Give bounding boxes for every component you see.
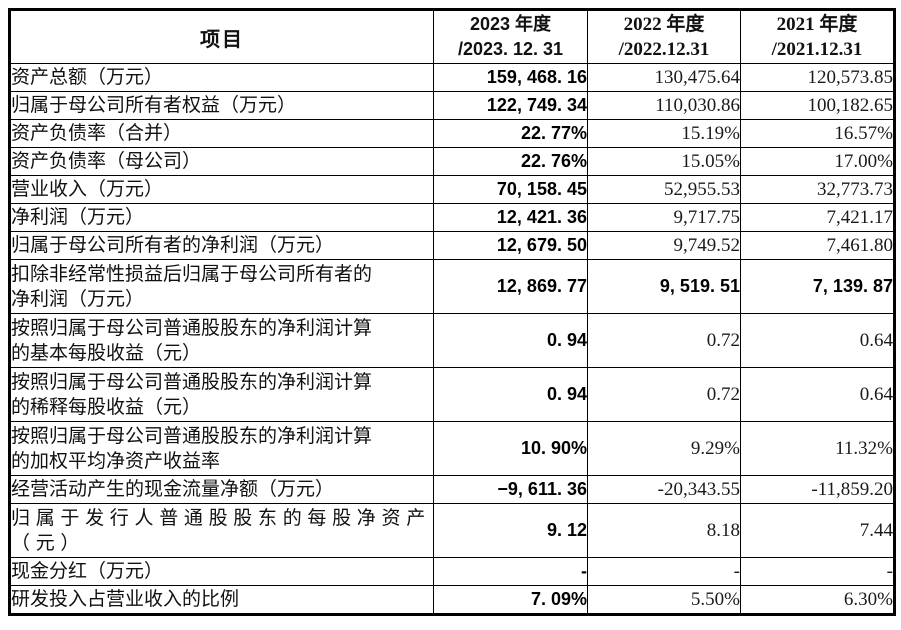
value-2022: 5.50% xyxy=(587,585,741,615)
value-2021: 120,573.85 xyxy=(740,63,895,92)
table-row: 按照归属于母公司普通股股东的净利润计算 的加权平均净资产收益率 10. 90% 9.… xyxy=(9,421,895,476)
table-row: 归属于母公司所有者权益（万元） 122, 749. 34 110,030.86 100… xyxy=(9,91,895,120)
table-row: 按照归属于母公司普通股股东的净利润计算 的稀释每股收益（元） 0. 94 0.72 0… xyxy=(9,367,895,422)
value-2021: 16.57% xyxy=(740,119,895,148)
value-2022: 130,475.64 xyxy=(587,63,741,92)
value-2022: 0.72 xyxy=(587,313,741,368)
value-2021: 7,421.17 xyxy=(740,203,895,232)
value-2023: 12, 679. 50 xyxy=(433,231,588,260)
value-2022: 9.29% xyxy=(587,421,741,476)
row-label: 按照归属于母公司普通股股东的净利润计算 的加权平均净资产收益率 xyxy=(9,421,434,476)
value-2023: - xyxy=(433,557,588,586)
table-header-row: 项目 2023 年度 /2023. 12. 31 2022 年度 /2022.1… xyxy=(9,9,895,64)
table-row: 按照归属于母公司普通股股东的净利润计算 的基本每股收益（元） 0. 94 0.72 0… xyxy=(9,313,895,368)
header-cell-2021: 2021 年度 /2021.12.31 xyxy=(740,9,895,64)
value-2023: −9, 611. 36 xyxy=(433,475,588,504)
value-2022: 8.18 xyxy=(587,503,741,558)
value-2021: 11.32% xyxy=(740,421,895,476)
row-label: 营业收入（万元） xyxy=(9,175,434,204)
table-row: 归属于发行人普通股股东的每股净资产 （元） 9. 12 8.18 7.44 xyxy=(9,503,895,558)
financial-summary-table: 项目 2023 年度 /2023. 12. 31 2022 年度 /2022.1… xyxy=(8,8,896,616)
value-2023: 12, 869. 77 xyxy=(433,259,588,314)
value-2021: -11,859.20 xyxy=(740,475,895,504)
value-2023: 22. 77% xyxy=(433,119,588,148)
value-2022: 110,030.86 xyxy=(587,91,741,120)
row-label: 经营活动产生的现金流量净额（万元） xyxy=(9,475,434,504)
value-2022: 0.72 xyxy=(587,367,741,422)
value-2022: 9, 519. 51 xyxy=(587,259,741,314)
header-cell-2022: 2022 年度 /2022.12.31 xyxy=(587,9,741,64)
row-label: 现金分红（万元） xyxy=(9,557,434,586)
value-2021: - xyxy=(740,557,895,586)
value-2023: 9. 12 xyxy=(433,503,588,558)
value-2022: 52,955.53 xyxy=(587,175,741,204)
value-2022: - xyxy=(587,557,741,586)
header-cell-item: 项目 xyxy=(9,9,434,64)
value-2023: 10. 90% xyxy=(433,421,588,476)
table-row: 营业收入（万元） 70, 158. 45 52,955.53 32,773.73 xyxy=(9,175,895,204)
row-label: 资产负债率（母公司） xyxy=(9,147,434,176)
table-row: 资产总额（万元） 159, 468. 16 130,475.64 120,573.85 xyxy=(9,63,895,92)
value-2023: 0. 94 xyxy=(433,367,588,422)
value-2023: 22. 76% xyxy=(433,147,588,176)
table-row: 经营活动产生的现金流量净额（万元） −9, 611. 36 -20,343.55 -1… xyxy=(9,475,895,504)
row-label: 按照归属于母公司普通股股东的净利润计算 的基本每股收益（元） xyxy=(9,313,434,368)
value-2022: 9,749.52 xyxy=(587,231,741,260)
table-row: 资产负债率（合并） 22. 77% 15.19% 16.57% xyxy=(9,119,895,148)
table-row: 归属于母公司所有者的净利润（万元） 12, 679. 50 9,749.52 7,46… xyxy=(9,231,895,260)
header-cell-2023: 2023 年度 /2023. 12. 31 xyxy=(433,9,588,64)
value-2021: 7, 139. 87 xyxy=(740,259,895,314)
value-2022: 15.05% xyxy=(587,147,741,176)
value-2023: 0. 94 xyxy=(433,313,588,368)
table-row: 资产负债率（母公司） 22. 76% 15.05% 17.00% xyxy=(9,147,895,176)
value-2021: 0.64 xyxy=(740,313,895,368)
value-2021: 32,773.73 xyxy=(740,175,895,204)
value-2021: 7.44 xyxy=(740,503,895,558)
value-2023: 122, 749. 34 xyxy=(433,91,588,120)
table-row: 现金分红（万元） - - - xyxy=(9,557,895,586)
value-2023: 70, 158. 45 xyxy=(433,175,588,204)
value-2023: 12, 421. 36 xyxy=(433,203,588,232)
value-2023: 7. 09% xyxy=(433,585,588,615)
value-2021: 0.64 xyxy=(740,367,895,422)
row-label: 净利润（万元） xyxy=(9,203,434,232)
row-label: 研发投入占营业收入的比例 xyxy=(9,585,434,615)
value-2021: 7,461.80 xyxy=(740,231,895,260)
value-2023: 159, 468. 16 xyxy=(433,63,588,92)
row-label: 资产总额（万元） xyxy=(9,63,434,92)
row-label: 资产负债率（合并） xyxy=(9,119,434,148)
table-row: 扣除非经常性损益后归属于母公司所有者的 净利润（万元） 12, 869. 77 9,… xyxy=(9,259,895,314)
row-label: 按照归属于母公司普通股股东的净利润计算 的稀释每股收益（元） xyxy=(9,367,434,422)
row-label: 归属于发行人普通股股东的每股净资产 （元） xyxy=(9,503,434,558)
row-label: 扣除非经常性损益后归属于母公司所有者的 净利润（万元） xyxy=(9,259,434,314)
row-label: 归属于母公司所有者的净利润（万元） xyxy=(9,231,434,260)
value-2021: 17.00% xyxy=(740,147,895,176)
value-2022: 9,717.75 xyxy=(587,203,741,232)
value-2021: 100,182.65 xyxy=(740,91,895,120)
value-2021: 6.30% xyxy=(740,585,895,615)
value-2022: 15.19% xyxy=(587,119,741,148)
value-2022: -20,343.55 xyxy=(587,475,741,504)
table-row: 研发投入占营业收入的比例 7. 09% 5.50% 6.30% xyxy=(9,585,895,615)
row-label: 归属于母公司所有者权益（万元） xyxy=(9,91,434,120)
table-body: 资产总额（万元） 159, 468. 16 130,475.64 120,573.85… xyxy=(9,63,895,615)
table-row: 净利润（万元） 12, 421. 36 9,717.75 7,421.17 xyxy=(9,203,895,232)
